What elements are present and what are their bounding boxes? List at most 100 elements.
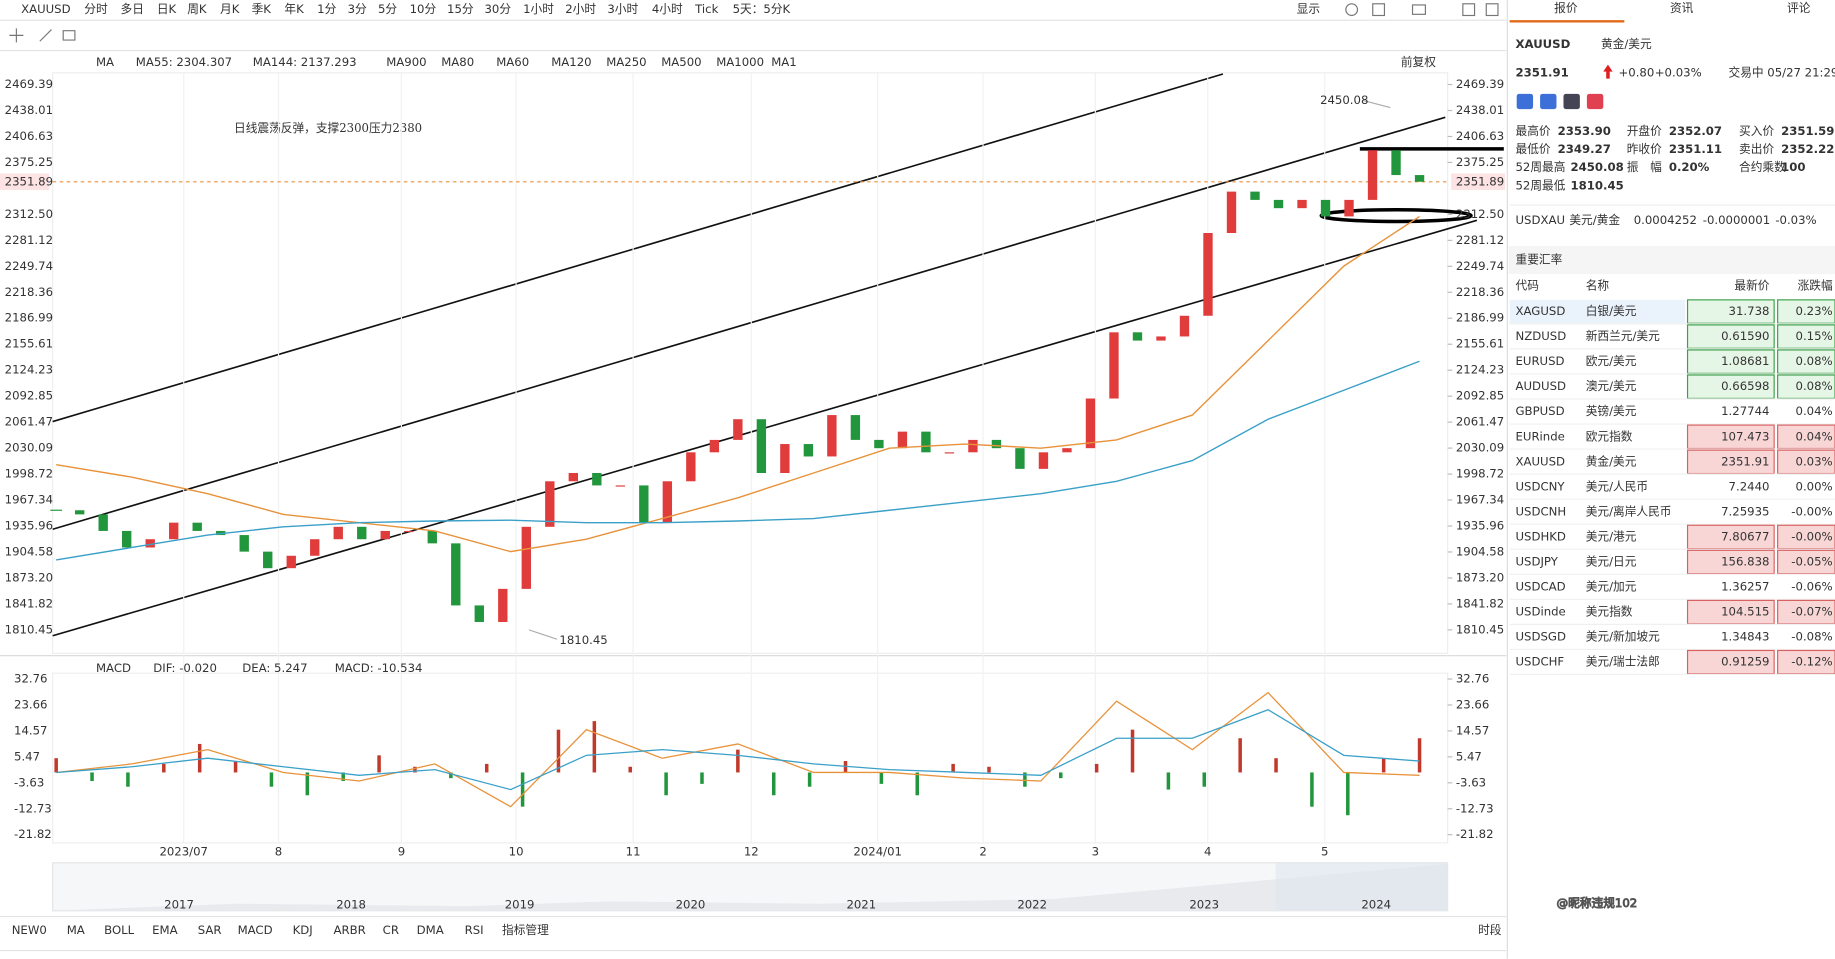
rate-code[interactable]: GBPUSD [1516,404,1565,418]
period-tab[interactable]: 季K [252,2,272,16]
indicator-tab[interactable]: 指标管理 [502,923,549,937]
period-tab[interactable]: 年K [284,2,304,16]
panel-tab[interactable]: 资讯 [1670,1,1694,15]
rate-code[interactable]: USDCHF [1516,655,1565,669]
period-tab[interactable]: 5天：5分K [733,2,791,16]
rate-name[interactable]: 黄金/美元 [1586,454,1637,468]
candle [74,510,85,515]
rate-last: 104.515 [1721,605,1769,619]
x-tick-label: 2024/01 [853,845,902,859]
rate-change: -0.06% [1791,580,1832,594]
rate-code[interactable]: USDHKD [1516,529,1566,543]
layout-icon[interactable] [1372,3,1386,17]
indicator-tab[interactable]: BOLL [104,923,135,937]
rate-name[interactable]: 美元/瑞士法郎 [1586,655,1660,669]
camera-icon[interactable] [1411,4,1426,15]
period-tab[interactable]: 多日 [121,2,144,16]
period-tab[interactable]: 1小时 [523,2,554,16]
rate-code[interactable]: AUDUSD [1516,379,1567,393]
period-tab[interactable]: 15分 [447,2,474,16]
crosshair-icon[interactable] [9,28,24,43]
indicator-tab[interactable]: NEW0 [12,923,47,937]
macd-bar [1023,772,1027,787]
rate-code[interactable]: USDCNH [1516,504,1567,518]
rate-code[interactable]: XAUUSD [1516,454,1566,468]
indicator-tab[interactable]: SAR [198,923,222,937]
candle [1203,232,1213,316]
macd-bar [233,761,238,773]
session-button[interactable]: 时段 [1478,923,1502,937]
rate-name[interactable]: 美元/日元 [1586,555,1637,569]
badge[interactable] [1516,93,1534,110]
display-menu[interactable]: 显示 [1297,2,1320,16]
badge[interactable] [1563,93,1580,110]
period-tab[interactable]: 月K [220,2,240,16]
rate-code[interactable]: XAGUSD [1516,304,1566,318]
fullscreen-icon[interactable] [1462,3,1476,17]
rate-code[interactable]: EURinde [1516,429,1565,443]
period-tab[interactable]: 3小时 [607,2,638,16]
period-tab[interactable]: 2小时 [565,2,596,16]
rate-name[interactable]: 美元指数 [1586,605,1633,619]
macd-bar [736,749,740,773]
indicator-tab[interactable]: ARBR [334,923,366,937]
adjust-button[interactable]: 前复权 [1401,55,1436,69]
rate-name[interactable]: 美元/加元 [1586,580,1637,594]
candle [263,551,273,569]
period-tab[interactable]: 3分 [348,2,367,16]
column-header[interactable]: 名称 [1586,278,1610,292]
rate-code[interactable]: USDSGD [1516,630,1566,644]
rate-code[interactable]: EURUSD [1516,354,1565,368]
panel-tab[interactable]: 报价 [1554,1,1578,15]
candle [1226,191,1237,233]
panel-tab[interactable]: 评论 [1787,1,1811,15]
indicator-tab[interactable]: MACD [238,923,273,937]
draw-icon[interactable] [39,29,76,42]
badge[interactable] [1586,93,1604,110]
indicator-tab[interactable]: KDJ [293,923,313,937]
rate-name[interactable]: 美元/港元 [1586,529,1637,543]
settings-icon[interactable] [1345,3,1359,17]
candle [1062,448,1072,453]
macd-bar [377,755,381,773]
rate-name[interactable]: 欧元指数 [1586,429,1633,443]
period-tab[interactable]: 周K [187,2,207,16]
indicator-tab[interactable]: EMA [152,923,177,937]
period-tab[interactable]: 日K [157,2,177,16]
badge[interactable] [1540,93,1557,110]
indicator-tab[interactable]: DMA [417,923,444,937]
indicator-tab[interactable]: MA [67,923,85,937]
rate-name[interactable]: 美元/人民币 [1586,479,1648,493]
indicator-tab[interactable]: CR [383,923,399,937]
rate-name[interactable]: 白银/美元 [1586,304,1637,318]
column-header[interactable]: 代码 [1516,278,1539,292]
period-tab[interactable]: 30分 [484,2,511,16]
rate-name[interactable]: 美元/离岸人民币 [1586,504,1672,518]
navigator-window[interactable] [1275,862,1448,911]
rate-code[interactable]: NZDUSD [1516,329,1567,343]
candle [944,452,955,454]
rate-name[interactable]: 美元/新加坡元 [1586,630,1660,644]
rate-name[interactable]: 欧元/美元 [1586,354,1637,368]
period-tab[interactable]: 10分 [410,2,437,16]
rate-name[interactable]: 英镑/美元 [1586,404,1637,418]
sidebar-icon[interactable] [1485,3,1499,17]
column-header[interactable]: 最新价 [1734,278,1769,292]
rate-code[interactable]: USDCNY [1516,479,1566,493]
period-tab[interactable]: 1分 [317,2,336,16]
rate-name[interactable]: 澳元/美元 [1586,379,1637,393]
period-tab[interactable]: Tick [694,2,718,16]
rate-name[interactable]: 新西兰元/美元 [1586,329,1660,343]
rate-code[interactable]: USDJPY [1516,555,1559,569]
macd-bar [1166,772,1171,790]
y-tick-label: 2438.01 [5,103,53,117]
rate-code[interactable]: USDCAD [1516,580,1566,594]
period-tab[interactable]: 5分 [378,2,397,16]
rate-code[interactable]: USDinde [1516,605,1566,619]
column-header[interactable]: 涨跌幅 [1798,278,1833,292]
indicator-tab[interactable]: RSI [465,923,484,937]
period-tab[interactable]: 4小时 [652,2,683,16]
y-tick-label: 1841.82 [5,596,53,610]
period-tab[interactable]: 分时 [84,2,108,16]
